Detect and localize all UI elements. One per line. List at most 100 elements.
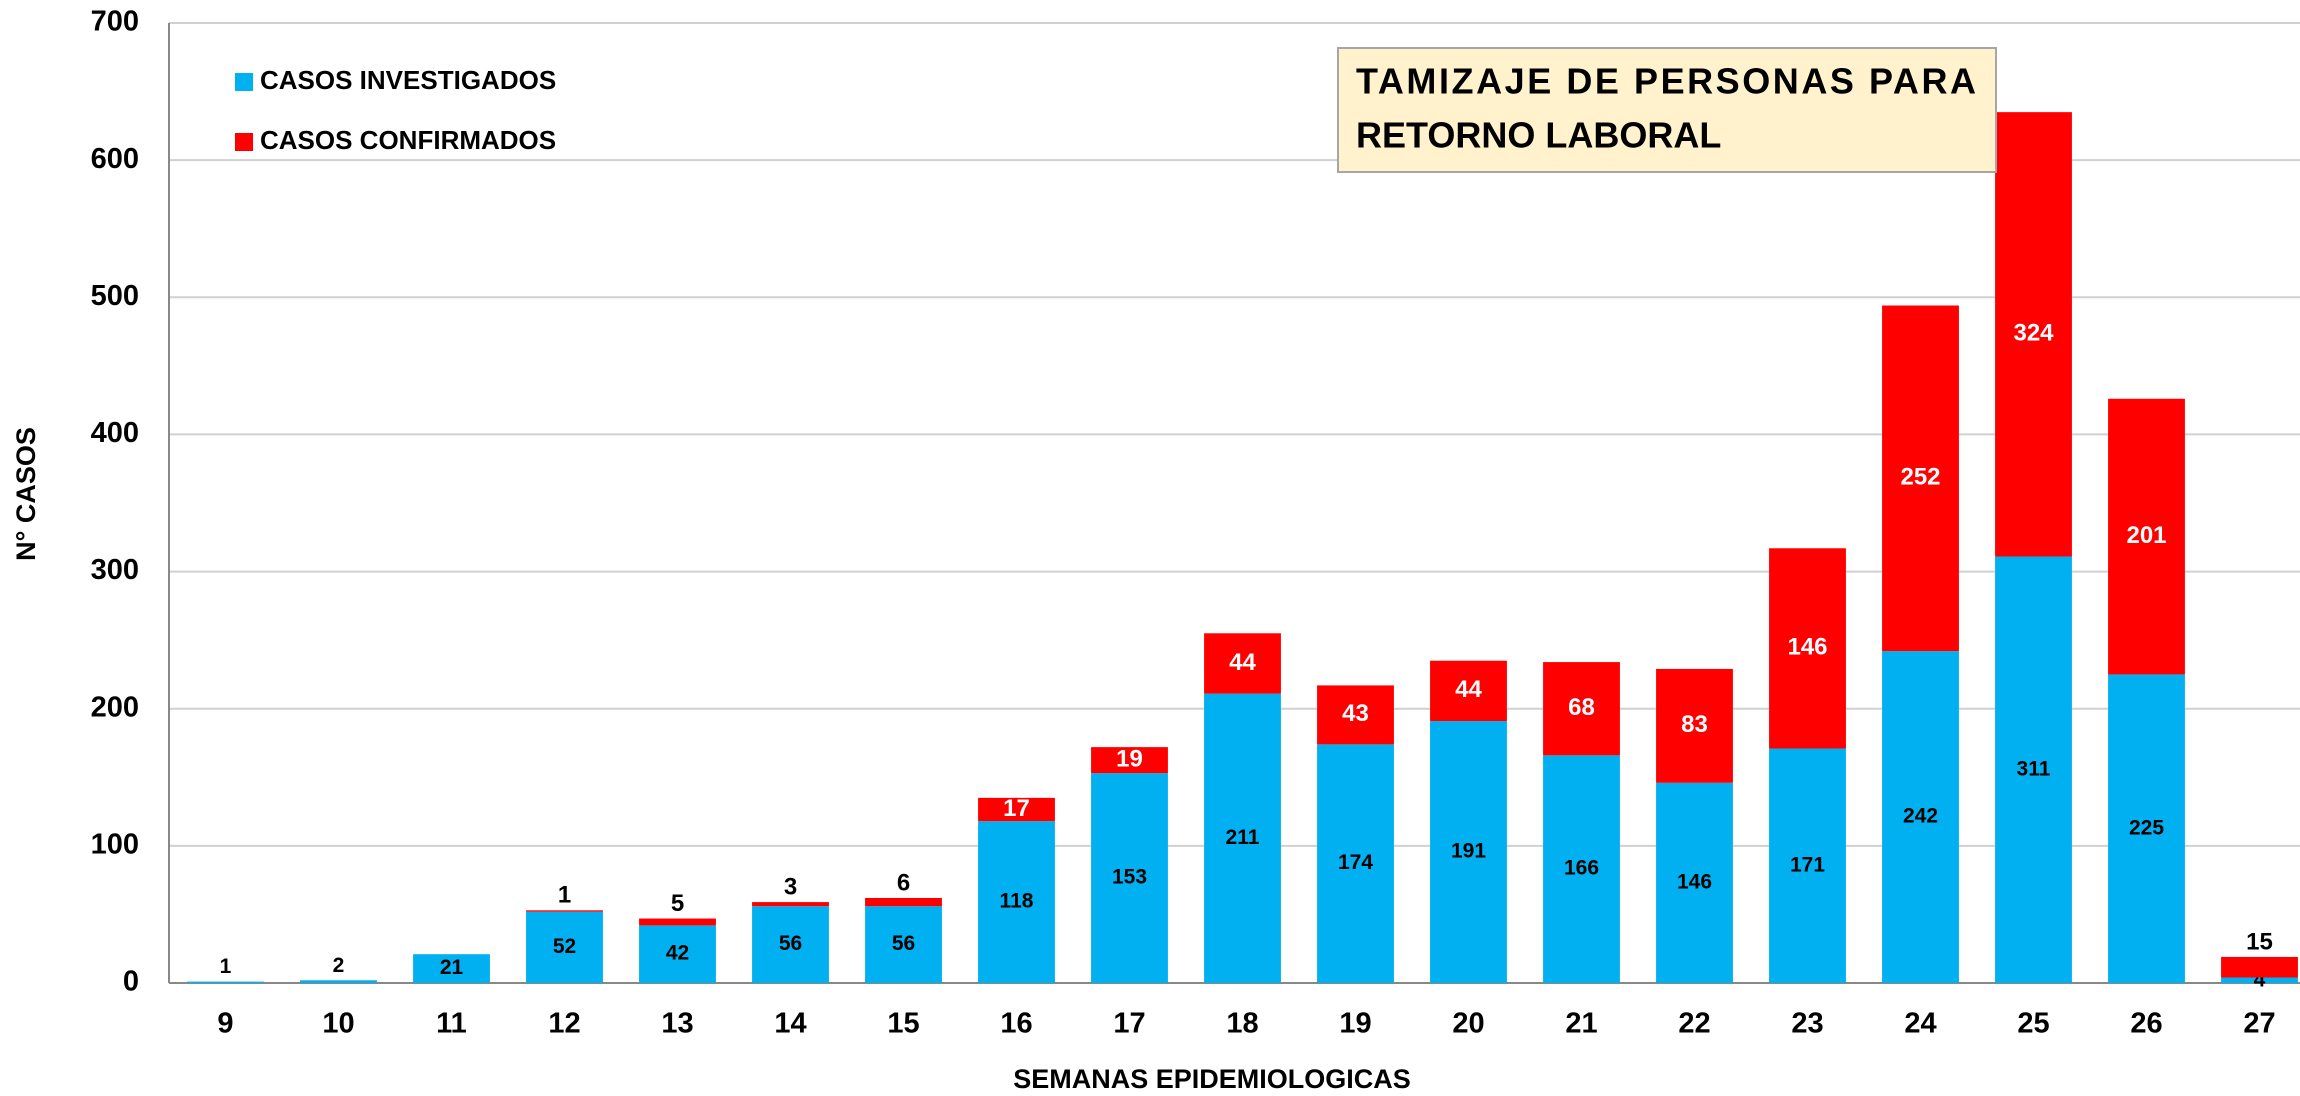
x-tick-label: 12 bbox=[548, 1008, 580, 1040]
data-label: 5 bbox=[671, 890, 684, 917]
data-label: 252 bbox=[1900, 464, 1940, 491]
y-tick-label: 200 bbox=[91, 691, 139, 723]
x-tick-label: 16 bbox=[1000, 1008, 1032, 1040]
bar-segment bbox=[1656, 668, 1733, 783]
bar-segment bbox=[1204, 693, 1281, 983]
bar-segment bbox=[752, 902, 829, 907]
bar-segment bbox=[865, 897, 942, 907]
data-label: 171 bbox=[1790, 853, 1825, 876]
x-tick-label: 18 bbox=[1226, 1008, 1258, 1040]
bar-segment bbox=[1204, 633, 1281, 694]
y-tick-label: 500 bbox=[91, 280, 139, 312]
data-label: 166 bbox=[1564, 857, 1599, 880]
data-label: 146 bbox=[1677, 870, 1712, 893]
bar-segment bbox=[1769, 548, 1846, 749]
data-label: 211 bbox=[1226, 826, 1260, 849]
y-tick-label: 100 bbox=[91, 829, 139, 861]
bar-segment bbox=[300, 980, 377, 983]
x-tick-label: 21 bbox=[1565, 1008, 1597, 1040]
bar-segment bbox=[1656, 782, 1733, 983]
bar-segment bbox=[2108, 674, 2185, 983]
y-tick-label: 400 bbox=[91, 417, 139, 449]
data-label: 191 bbox=[1451, 840, 1486, 863]
bar-segment bbox=[1995, 556, 2072, 983]
data-label: 118 bbox=[1000, 890, 1034, 913]
legend-label: CASOS CONFIRMADOS bbox=[260, 125, 556, 155]
legend-swatch bbox=[235, 73, 253, 91]
data-label: 174 bbox=[1338, 851, 1373, 874]
data-label: 311 bbox=[2017, 757, 2051, 780]
bar-segment bbox=[526, 911, 603, 983]
x-tick-label: 17 bbox=[1113, 1008, 1145, 1040]
y-axis-label: N° CASOS bbox=[11, 427, 41, 561]
data-label: 242 bbox=[1903, 805, 1938, 828]
bar-segment bbox=[2108, 398, 2185, 675]
x-tick-label: 15 bbox=[887, 1008, 919, 1040]
data-label: 146 bbox=[1787, 634, 1827, 661]
x-tick-label: 13 bbox=[661, 1008, 693, 1040]
bar-segment bbox=[978, 797, 1055, 822]
y-tick-label: 0 bbox=[123, 966, 139, 998]
data-label: 56 bbox=[779, 932, 802, 955]
data-label: 83 bbox=[1681, 711, 1708, 738]
data-label: 201 bbox=[2126, 522, 2166, 549]
bar-segment bbox=[865, 906, 942, 983]
x-tick-label: 24 bbox=[1904, 1008, 1936, 1040]
x-axis-label: SEMANAS EPIDEMIOLOGICAS bbox=[1013, 1064, 1411, 1094]
x-tick-label: 9 bbox=[217, 1008, 233, 1040]
bar-segment bbox=[978, 821, 1055, 983]
legend-swatch bbox=[235, 133, 253, 151]
data-label: 42 bbox=[666, 942, 689, 965]
data-label: 56 bbox=[892, 932, 915, 955]
x-tick-label: 23 bbox=[1791, 1008, 1823, 1040]
title-box bbox=[1337, 47, 1997, 173]
bar-segment bbox=[1543, 755, 1620, 983]
bar-segment bbox=[2221, 956, 2298, 978]
bar-segment bbox=[1995, 112, 2072, 557]
bar-segment bbox=[187, 981, 264, 983]
bar-segment bbox=[526, 910, 603, 912]
bar-segment bbox=[1091, 773, 1168, 983]
data-label: 6 bbox=[897, 869, 910, 896]
data-label: 44 bbox=[1229, 649, 1256, 676]
bar-segment bbox=[413, 954, 490, 983]
y-tick-label: 600 bbox=[91, 143, 139, 175]
bar-segment bbox=[2221, 977, 2298, 983]
bar-segment bbox=[1882, 651, 1959, 983]
bar-segment bbox=[1430, 660, 1507, 722]
x-tick-label: 27 bbox=[2243, 1008, 2275, 1040]
data-label: 153 bbox=[1112, 866, 1147, 889]
x-tick-label: 20 bbox=[1452, 1008, 1484, 1040]
data-label: 225 bbox=[2129, 816, 2164, 839]
data-label: 21 bbox=[440, 956, 464, 979]
x-tick-label: 26 bbox=[2130, 1008, 2162, 1040]
bar-segment bbox=[1769, 748, 1846, 983]
data-label: 1 bbox=[558, 882, 571, 909]
bar-segment bbox=[1430, 721, 1507, 983]
data-label: 43 bbox=[1342, 700, 1369, 727]
x-tick-label: 19 bbox=[1339, 1008, 1371, 1040]
chart-title: TAMIZAJE DE PERSONAS PARA bbox=[1356, 61, 1976, 102]
bar-segment bbox=[752, 906, 829, 983]
bar-segment bbox=[1882, 305, 1959, 652]
chart-title: RETORNO LABORAL bbox=[1356, 115, 1721, 156]
data-label: 52 bbox=[553, 935, 576, 958]
x-tick-label: 10 bbox=[322, 1008, 354, 1040]
data-label: 68 bbox=[1568, 694, 1595, 721]
data-label: 3 bbox=[784, 873, 797, 900]
data-label: 324 bbox=[2013, 320, 2054, 347]
bar-segment bbox=[1543, 662, 1620, 756]
x-tick-label: 22 bbox=[1678, 1008, 1710, 1040]
data-label: 19 bbox=[1116, 745, 1143, 772]
bar-segment bbox=[1091, 747, 1168, 774]
data-label: 1 bbox=[220, 955, 232, 978]
data-label: 44 bbox=[1455, 676, 1482, 703]
legend-label: CASOS INVESTIGADOS bbox=[260, 65, 556, 95]
y-tick-label: 700 bbox=[91, 6, 139, 38]
x-tick-label: 11 bbox=[436, 1008, 467, 1040]
y-tick-label: 300 bbox=[91, 554, 139, 586]
x-tick-label: 14 bbox=[774, 1008, 806, 1040]
bar-segment bbox=[1317, 744, 1394, 983]
bar-segment bbox=[639, 925, 716, 983]
